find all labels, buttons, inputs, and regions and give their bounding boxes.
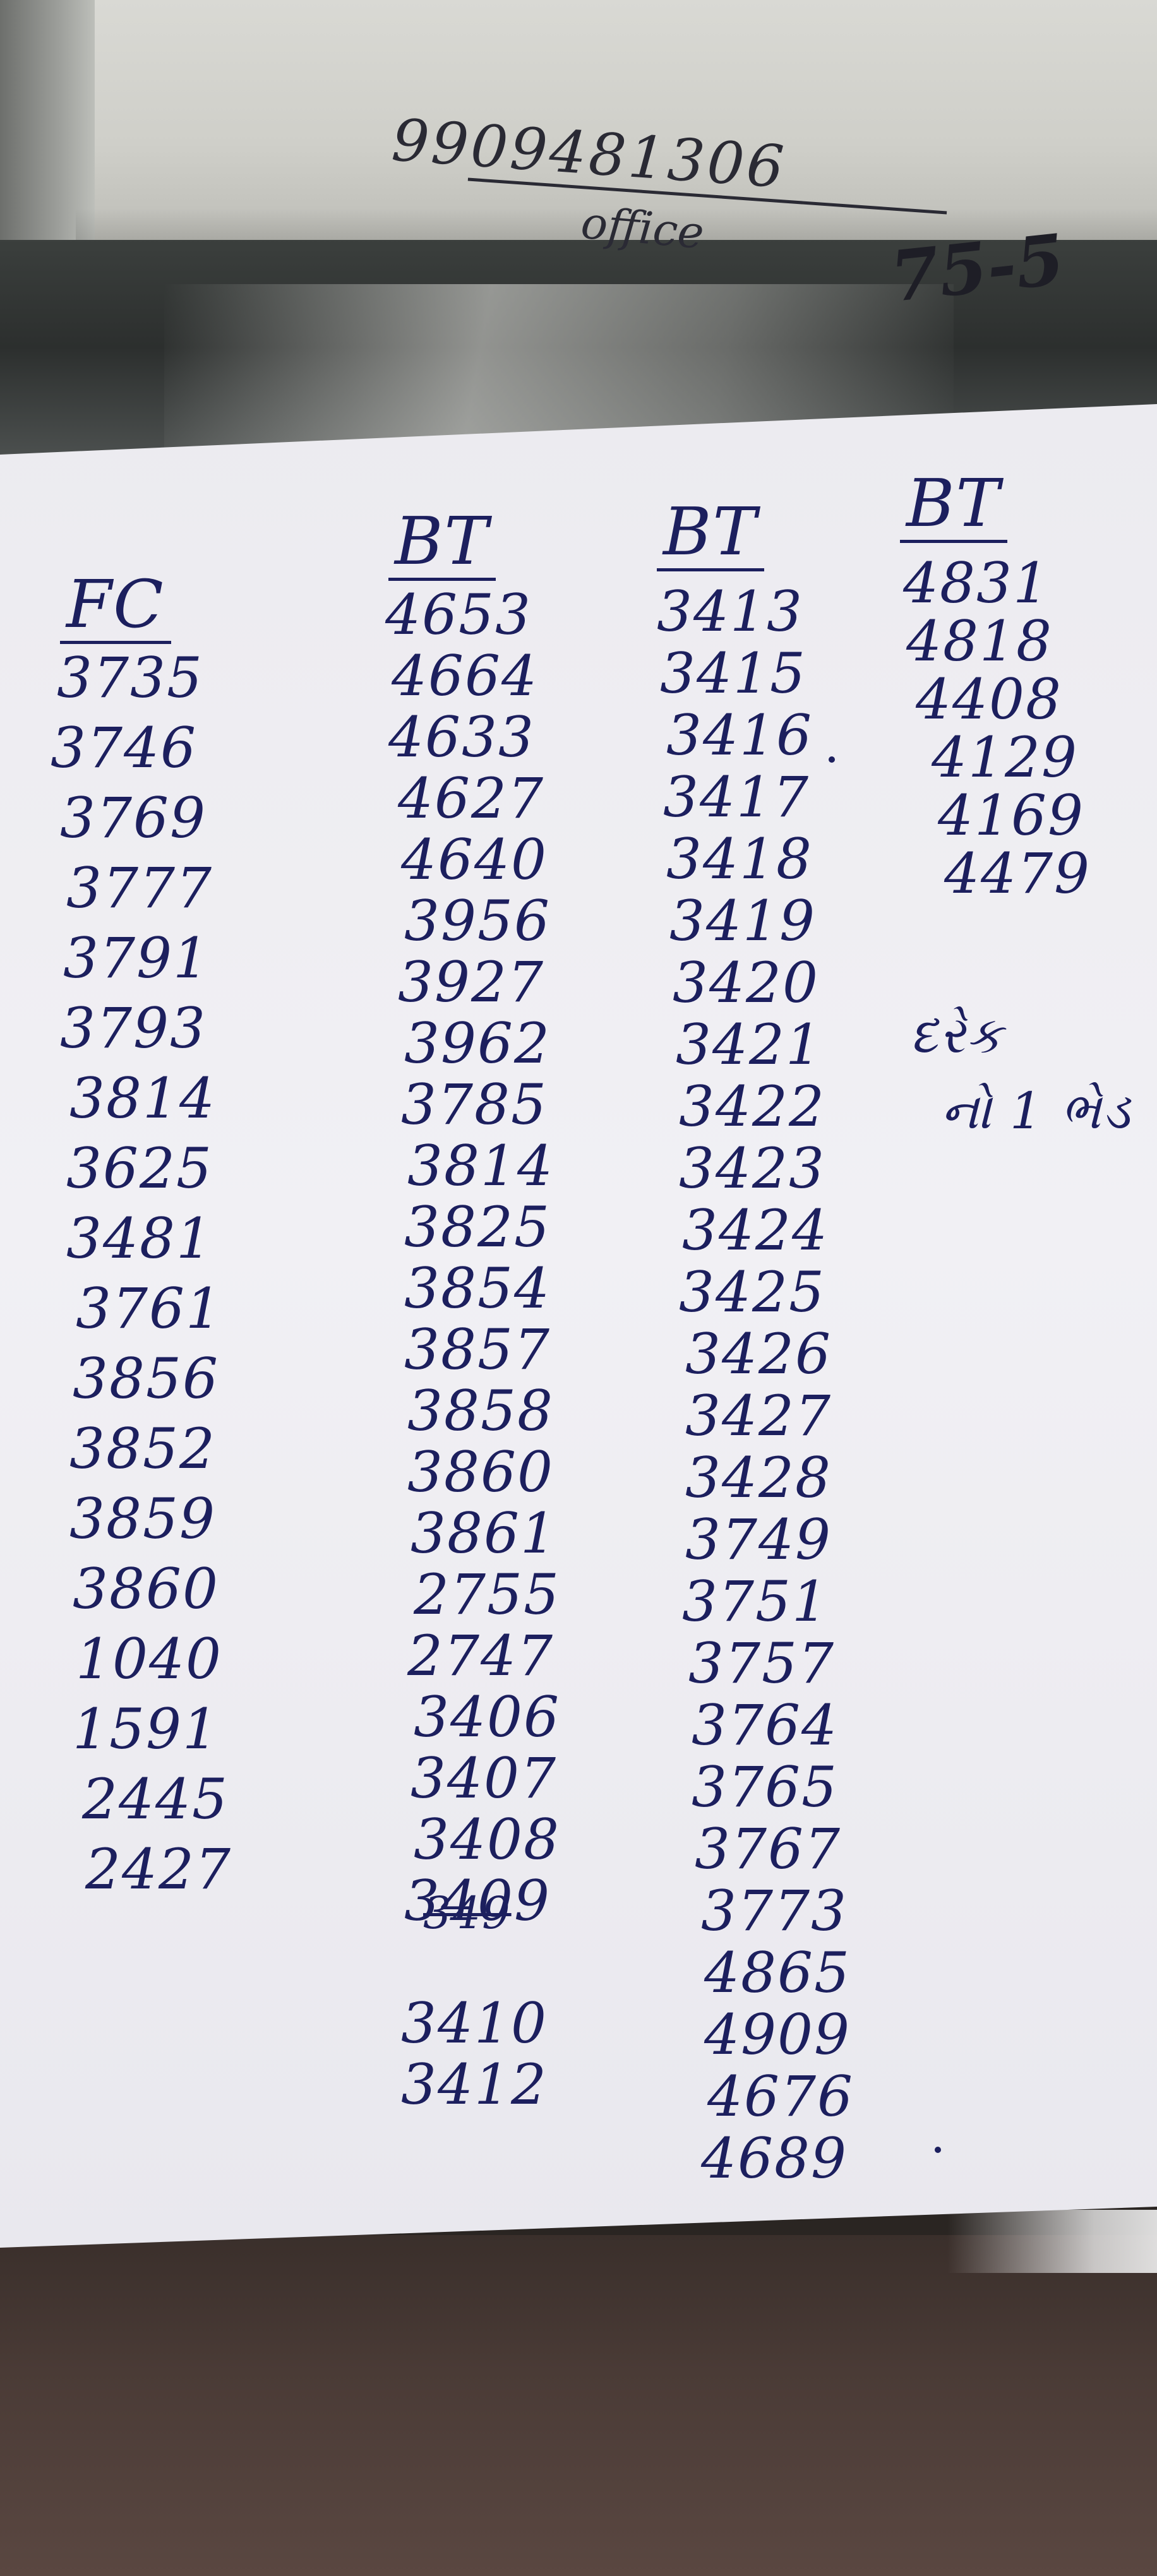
list-item: 3825: [404, 1195, 551, 1260]
list-item: 4865: [704, 1940, 851, 2005]
list-item: 3962: [404, 1011, 551, 1076]
list-item: 3769: [60, 785, 207, 850]
table-surface: [0, 2235, 1157, 2576]
list-item: 3751: [682, 1569, 829, 1634]
list-item: 3746: [51, 715, 197, 780]
list-item: 3425: [679, 1260, 825, 1325]
list-item: 3858: [407, 1378, 554, 1443]
list-item: 3421: [676, 1012, 822, 1077]
column-header: BT: [657, 499, 764, 571]
gujarati-note-line-2: નો 1 ભેડ: [941, 1082, 1132, 1140]
wall-surface: [0, 0, 1157, 240]
list-item: 4689: [701, 2126, 848, 2191]
wall-office-label: office: [578, 196, 706, 259]
list-item: 3625: [66, 1136, 213, 1201]
list-item: 3785: [401, 1072, 548, 1137]
list-item: 3857: [404, 1317, 551, 1382]
list-item: 1040: [76, 1626, 222, 1691]
column-header: FC: [60, 571, 171, 644]
list-item: 3761: [76, 1276, 222, 1341]
list-item: 3428: [685, 1445, 832, 1510]
list-item: 3852: [69, 1416, 216, 1481]
list-item: 2755: [414, 1562, 560, 1627]
list-item: 3417: [663, 765, 810, 830]
list-item: 3419: [669, 888, 816, 953]
list-item: 2747: [407, 1623, 554, 1688]
list-item: 3407: [411, 1746, 557, 1811]
list-item: 3481: [66, 1206, 213, 1271]
list-item: 3427: [685, 1383, 832, 1448]
list-item: 3420: [673, 950, 819, 1015]
gujarati-note-line-1: દરેક: [909, 1006, 1004, 1064]
list-item: 3859: [69, 1486, 216, 1551]
list-item: 4831: [903, 551, 1050, 616]
ink-dot: [935, 2147, 941, 2153]
list-item: 3860: [73, 1556, 219, 1621]
list-item: 3854: [404, 1256, 551, 1321]
list-item: 3424: [682, 1198, 829, 1263]
list-item: 3408: [414, 1807, 560, 1872]
list-item: 4653: [385, 582, 532, 647]
list-item: 4479: [944, 841, 1091, 906]
list-item: 3814: [407, 1133, 554, 1198]
list-item: 3426: [685, 1321, 832, 1386]
list-item: 3418: [666, 826, 813, 891]
list-item: 4169: [938, 783, 1084, 848]
list-item: 3423: [679, 1136, 825, 1201]
list-item: 3777: [66, 856, 213, 921]
list-item: 3416: [666, 703, 813, 768]
list-item: 2427: [85, 1837, 232, 1902]
list-item: 4408: [916, 667, 1062, 732]
list-item: 3860: [407, 1440, 554, 1505]
ink-dot: [829, 756, 835, 763]
list-item: 3412: [401, 2052, 548, 2117]
list-item: 3791: [63, 926, 210, 991]
list-item: 4640: [401, 827, 548, 892]
list-item: 3757: [688, 1631, 835, 1696]
list-item: 3415: [660, 641, 806, 706]
list-item: 3410: [401, 1991, 548, 2056]
list-item: 4676: [707, 2064, 854, 2129]
list-item: 3409: [404, 1868, 551, 1933]
list-item: 4818: [906, 609, 1053, 674]
list-item: 3735: [57, 645, 203, 710]
list-item: 3856: [73, 1346, 219, 1411]
table-reflection: [947, 2210, 1157, 2273]
list-item: 3767: [695, 1816, 841, 1881]
list-item: 3773: [701, 1878, 848, 1943]
list-item: 2445: [82, 1767, 229, 1832]
list-item: 3422: [679, 1074, 825, 1139]
column-header: BT: [900, 470, 1007, 543]
struck-value: 349: [423, 1887, 512, 1939]
list-item: 3861: [411, 1501, 557, 1566]
list-item: 3406: [414, 1685, 560, 1750]
list-item: 3765: [692, 1755, 838, 1820]
list-item: 3814: [69, 1066, 216, 1131]
column-header: BT: [388, 508, 496, 581]
list-item: 4909: [704, 2002, 851, 2067]
list-item: 3764: [692, 1693, 838, 1758]
list-item: 4627: [398, 766, 544, 831]
list-item: 3749: [685, 1507, 832, 1572]
paper-sheet: [0, 404, 1157, 2248]
list-item: 3793: [60, 996, 207, 1061]
list-item: 4633: [388, 705, 535, 770]
list-item: 4129: [932, 725, 1078, 790]
list-item: 3956: [404, 888, 551, 953]
list-item: 3413: [657, 579, 803, 644]
list-item: 1591: [73, 1696, 219, 1762]
list-item: 4664: [392, 643, 538, 708]
list-item: 3927: [398, 950, 544, 1015]
